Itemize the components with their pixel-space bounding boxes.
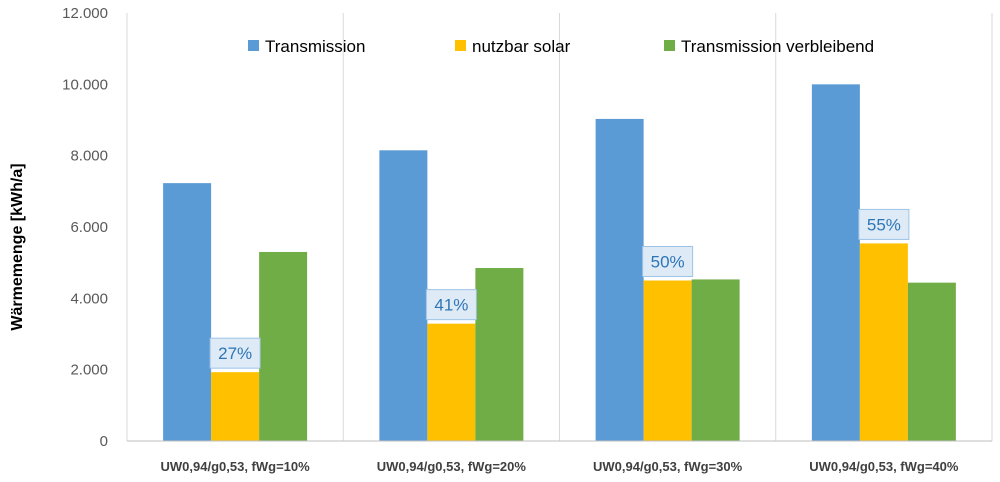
legend-label-3: Transmission verbleibend — [681, 37, 874, 56]
y-axis-label: Wärmemenge [kWh/a] — [9, 163, 26, 330]
percentage-label: 27% — [218, 344, 252, 363]
bar-3-1 — [259, 251, 308, 441]
percentage-annotations: 27% 41% 50% 55% — [209, 208, 910, 369]
bar-1-3 — [595, 118, 644, 442]
percentage-label-box — [858, 208, 910, 240]
percentage-label-box — [642, 246, 694, 277]
bar-2-4 — [859, 243, 908, 441]
legend-label-1: Transmission — [265, 37, 365, 56]
y-tick-label: 12.000 — [62, 5, 108, 22]
y-tick-label: 0 — [100, 433, 108, 450]
bar-1-2 — [379, 150, 428, 442]
bar-1-4 — [811, 84, 860, 441]
y-tick-label: 4.000 — [70, 290, 108, 307]
bar-3-2 — [475, 268, 524, 441]
y-tick-label: 2.000 — [70, 362, 108, 379]
legend-swatch-3 — [664, 40, 675, 51]
percentage-label-box — [209, 337, 261, 369]
bar-2-1 — [211, 372, 260, 441]
y-tick-label: 10.000 — [62, 76, 108, 93]
category-gridlines — [126, 13, 993, 441]
bar-1-1 — [163, 183, 212, 441]
bar-2-3 — [643, 280, 692, 441]
y-axis-ticks: 0 2.000 4.000 6.000 8.000 10.000 12.000 — [62, 5, 108, 450]
percentage-label: 50% — [651, 253, 685, 272]
percentage-label: 55% — [867, 215, 901, 234]
x-category-label: UW0,94/g0,53, fWg=40% — [809, 459, 959, 474]
x-category-label: UW0,94/g0,53, fWg=20% — [377, 459, 527, 474]
x-category-label: UW0,94/g0,53, fWg=10% — [161, 459, 311, 474]
bar-2-2 — [427, 323, 476, 441]
percentage-label-box — [425, 289, 477, 321]
y-tick-label: 6.000 — [70, 219, 108, 236]
legend: Transmission nutzbar solar Transmission ve… — [248, 37, 874, 56]
percentage-label: 41% — [434, 296, 468, 315]
bars — [163, 84, 956, 442]
bar-3-4 — [907, 282, 956, 441]
legend-swatch-2 — [455, 40, 466, 51]
x-axis-categories: UW0,94/g0,53, fWg=10% UW0,94/g0,53, fWg=2… — [161, 459, 959, 474]
y-tick-label: 8.000 — [70, 148, 108, 165]
legend-label-2: nutzbar solar — [472, 37, 571, 56]
legend-swatch-1 — [248, 40, 259, 51]
bar-3-3 — [691, 279, 740, 441]
x-category-label: UW0,94/g0,53, fWg=30% — [593, 459, 743, 474]
